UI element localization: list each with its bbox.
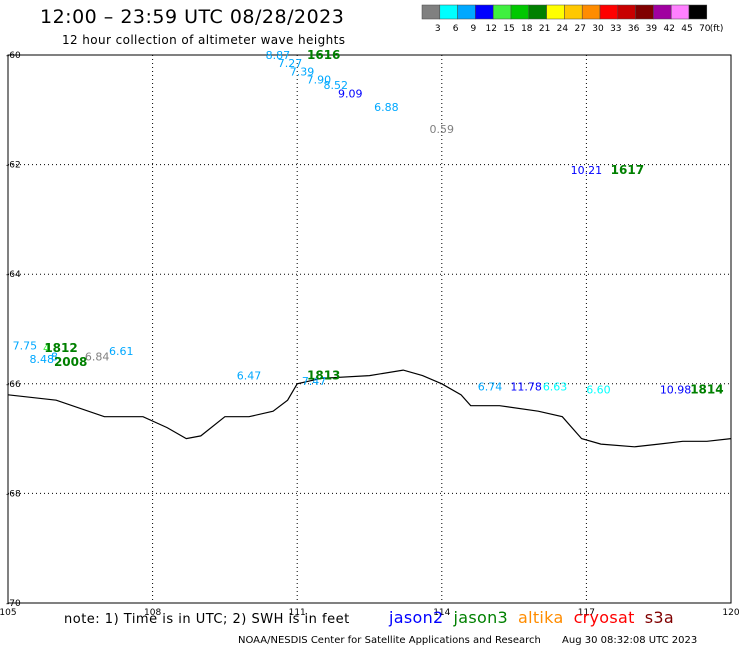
wave-height-label: 8.87 [266, 49, 291, 62]
wave-height-label: 6.88 [374, 101, 399, 114]
chart-subtitle: 12 hour collection of altimeter wave hei… [62, 33, 346, 47]
wave-height-label: 6.47 [237, 370, 262, 383]
legend-label: 24 [557, 24, 569, 34]
legend-label: 9 [471, 24, 477, 34]
plot-frame [7, 54, 732, 604]
x-tick-label: 120 [722, 608, 739, 618]
legend-label: 36 [628, 24, 640, 34]
pass-label: 1617 [611, 163, 644, 177]
legend-label: 15 [503, 24, 514, 34]
timestamp: Aug 30 08:32:08 UTC 2023 [562, 635, 698, 646]
y-tick-label: -64 [6, 270, 21, 280]
chart-title: 12:00 – 23:59 UTC 08/28/2023 [40, 6, 345, 28]
wave-height-label: 7.47 [302, 375, 327, 388]
wave-height-label: 11.78 [510, 381, 542, 394]
mission-s3a: s3a [644, 608, 674, 627]
legend-label: 27 [574, 24, 585, 34]
wave-height-label: 8. [51, 350, 62, 363]
wave-height-label: 8.52 [324, 79, 349, 92]
mission-legend: jason2 jason3 altika cryosat s3a [389, 608, 684, 627]
legend-unit: (ft) [710, 24, 724, 34]
note-text: note: 1) Time is in UTC; 2) SWH is in fe… [64, 612, 350, 627]
wave-height-label: 9.09 [338, 87, 363, 100]
legend-swatch [439, 4, 458, 20]
y-tick-label: -68 [6, 489, 21, 499]
legend-label: 39 [646, 24, 658, 34]
pass-label: 1813 [307, 369, 340, 383]
legend-swatch [528, 4, 547, 20]
y-tick-label: -60 [6, 51, 21, 61]
y-tick-label: -70 [6, 599, 21, 609]
mission-jason3: jason3 [453, 608, 508, 627]
legend-swatch [670, 4, 690, 20]
legend-swatch [617, 4, 636, 20]
legend-swatch [581, 4, 601, 20]
legend-label: 70 [699, 24, 711, 34]
wave-height-label: 6.84 [85, 350, 110, 363]
x-tick-label: 105 [0, 608, 17, 618]
wave-height-label: 0.59 [430, 123, 455, 136]
legend-label: 42 [663, 24, 674, 34]
mission-jason2: jason2 [389, 608, 444, 627]
y-tick-label: -66 [6, 380, 21, 390]
pass-label: 1814 [690, 382, 723, 396]
color-legend: 3 6 9 12 15 18 21 24 27 30 33 36 39 42 45 70 (ft) [421, 4, 724, 34]
wave-height-label: 10.21 [571, 164, 603, 177]
x-tick-label: 111 [289, 608, 306, 618]
legend-swatch [475, 4, 494, 20]
legend-swatch [564, 4, 583, 20]
wave-height-label: 7.27 [278, 57, 303, 70]
legend-swatch [688, 4, 708, 20]
wave-height-label: 7.75 [13, 339, 38, 352]
x-tick-label: 114 [433, 608, 450, 618]
mission-cryosat: cryosat [573, 608, 635, 627]
legend-swatch [421, 4, 441, 20]
legend-label: 30 [592, 24, 604, 34]
legend-label: 6 [453, 24, 459, 34]
legend-label: 45 [681, 24, 692, 34]
legend-swatch [635, 4, 654, 20]
legend-swatch [510, 4, 530, 20]
legend-swatch [492, 4, 512, 20]
wave-height-label: 6.74 [478, 381, 503, 394]
legend-swatch [457, 4, 476, 20]
coastline [7, 369, 732, 448]
wave-height-label: 7.39 [290, 65, 315, 78]
legend-label: 3 [435, 24, 441, 34]
legend-label: 21 [539, 24, 550, 34]
y-tick-label: -62 [6, 161, 21, 171]
grid-lines [8, 55, 731, 603]
wave-height-label: 6.60 [586, 383, 611, 396]
legend-swatch [599, 4, 619, 20]
wave-height-label: 10.98 [660, 383, 692, 396]
legend-swatch [653, 4, 672, 20]
pass-label: 1812 [44, 341, 77, 355]
pass-label: 1616 [307, 48, 340, 62]
x-tick-label: 108 [144, 608, 161, 618]
wave-height-label: 4 [43, 342, 50, 355]
wave-height-label: 8.48 [29, 353, 54, 366]
x-tick-label: 117 [578, 608, 595, 618]
pass-label: 2008 [54, 355, 87, 369]
legend-label: 12 [485, 24, 496, 34]
axis-ticks: 105 108 111 114 117 120 -60 -62 -64 -66 -68 -70 [0, 51, 740, 618]
legend-label: 18 [521, 24, 533, 34]
wave-height-label: 6.63 [543, 381, 568, 394]
credit-line: NOAA/NESDIS Center for Satellite Applica… [238, 635, 697, 646]
data-marks: 8.877.277.397.908.529.09 6.88 0.59 10.21 7.7… [13, 48, 724, 396]
wave-height-label: 7.90 [307, 74, 332, 87]
legend-swatch [546, 4, 565, 20]
credit-text: NOAA/NESDIS Center for Satellite Applica… [238, 635, 541, 646]
wave-height-label: 6.61 [109, 345, 134, 358]
mission-altika: altika [518, 608, 564, 627]
legend-label: 33 [610, 24, 621, 34]
